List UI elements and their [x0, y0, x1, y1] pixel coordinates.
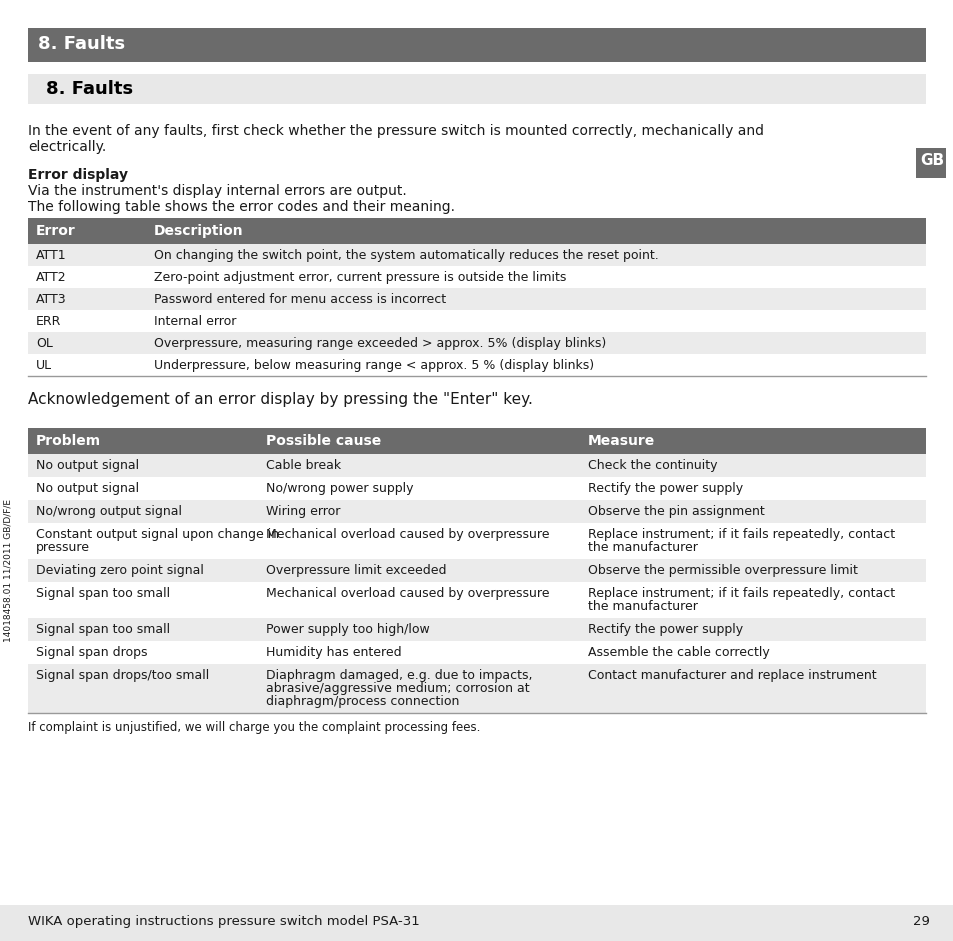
- Text: Humidity has entered: Humidity has entered: [266, 646, 401, 659]
- Text: Wiring error: Wiring error: [266, 505, 340, 518]
- Text: WIKA operating instructions pressure switch model PSA-31: WIKA operating instructions pressure swi…: [28, 915, 419, 928]
- Text: Contact manufacturer and replace instrument: Contact manufacturer and replace instrum…: [587, 669, 876, 682]
- Text: Mechanical overload caused by overpressure: Mechanical overload caused by overpressu…: [266, 587, 549, 600]
- Text: Underpressure, below measuring range < approx. 5 % (display blinks): Underpressure, below measuring range < a…: [153, 359, 594, 372]
- Bar: [28, 244, 925, 266]
- Text: No output signal: No output signal: [36, 482, 139, 495]
- Text: Rectify the power supply: Rectify the power supply: [587, 623, 742, 636]
- Text: No/wrong power supply: No/wrong power supply: [266, 482, 413, 495]
- Text: abrasive/aggressive medium; corrosion at: abrasive/aggressive medium; corrosion at: [266, 682, 529, 695]
- Text: No output signal: No output signal: [36, 459, 139, 472]
- Bar: [28, 454, 925, 477]
- Bar: [28, 74, 925, 104]
- Text: UL: UL: [36, 359, 52, 372]
- Text: Check the continuity: Check the continuity: [587, 459, 717, 472]
- Bar: [28, 310, 925, 332]
- Text: Observe the permissible overpressure limit: Observe the permissible overpressure lim…: [587, 564, 857, 577]
- Text: pressure: pressure: [36, 541, 90, 554]
- Text: ERR: ERR: [36, 315, 61, 328]
- Text: The following table shows the error codes and their meaning.: The following table shows the error code…: [28, 200, 455, 214]
- Text: Replace instrument; if it fails repeatedly, contact: Replace instrument; if it fails repeated…: [587, 528, 894, 541]
- Text: 8. Faults: 8. Faults: [46, 80, 133, 98]
- Text: Possible cause: Possible cause: [266, 434, 381, 448]
- Text: the manufacturer: the manufacturer: [587, 600, 698, 613]
- Text: If complaint is unjustified, we will charge you the complaint processing fees.: If complaint is unjustified, we will cha…: [28, 721, 480, 734]
- Text: Mechanical overload caused by overpressure: Mechanical overload caused by overpressu…: [266, 528, 549, 541]
- Bar: [28, 266, 925, 288]
- Bar: [28, 288, 925, 310]
- Bar: [28, 618, 925, 641]
- Bar: [915, 148, 945, 178]
- Bar: [0, 905, 953, 941]
- Bar: [28, 28, 925, 62]
- Text: Observe the pin assignment: Observe the pin assignment: [587, 505, 764, 518]
- Text: In the event of any faults, first check whether the pressure switch is mounted c: In the event of any faults, first check …: [28, 124, 763, 138]
- Text: ATT2: ATT2: [36, 271, 67, 284]
- Text: No/wrong output signal: No/wrong output signal: [36, 505, 182, 518]
- Text: Assemble the cable correctly: Assemble the cable correctly: [587, 646, 769, 659]
- Text: Signal span drops/too small: Signal span drops/too small: [36, 669, 209, 682]
- Text: 29: 29: [912, 915, 929, 928]
- Text: 14018458.01 11/2011 GB/D/F/E: 14018458.01 11/2011 GB/D/F/E: [4, 499, 12, 642]
- Text: ATT3: ATT3: [36, 293, 67, 306]
- Text: Description: Description: [153, 224, 243, 238]
- Text: Error: Error: [36, 224, 75, 238]
- Bar: [28, 354, 925, 376]
- Text: Internal error: Internal error: [153, 315, 236, 328]
- Bar: [28, 523, 925, 559]
- Text: Replace instrument; if it fails repeatedly, contact: Replace instrument; if it fails repeated…: [587, 587, 894, 600]
- Text: Problem: Problem: [36, 434, 101, 448]
- Bar: [28, 477, 925, 500]
- Text: On changing the switch point, the system automatically reduces the reset point.: On changing the switch point, the system…: [153, 249, 659, 262]
- Bar: [28, 428, 925, 454]
- Text: Error display: Error display: [28, 168, 128, 182]
- Text: Zero-point adjustment error, current pressure is outside the limits: Zero-point adjustment error, current pre…: [153, 271, 566, 284]
- Text: Overpressure limit exceeded: Overpressure limit exceeded: [266, 564, 446, 577]
- Text: diaphragm/process connection: diaphragm/process connection: [266, 695, 459, 708]
- Text: Password entered for menu access is incorrect: Password entered for menu access is inco…: [153, 293, 446, 306]
- Bar: [28, 332, 925, 354]
- Text: Signal span too small: Signal span too small: [36, 623, 170, 636]
- Text: Cable break: Cable break: [266, 459, 341, 472]
- Text: 8. Faults: 8. Faults: [38, 35, 125, 53]
- Bar: [28, 582, 925, 618]
- Text: the manufacturer: the manufacturer: [587, 541, 698, 554]
- Text: GB: GB: [919, 153, 943, 168]
- Text: Diaphragm damaged, e.g. due to impacts,: Diaphragm damaged, e.g. due to impacts,: [266, 669, 532, 682]
- Bar: [28, 559, 925, 582]
- Text: Signal span too small: Signal span too small: [36, 587, 170, 600]
- Bar: [28, 664, 925, 713]
- Text: Via the instrument's display internal errors are output.: Via the instrument's display internal er…: [28, 184, 406, 198]
- Text: ATT1: ATT1: [36, 249, 67, 262]
- Text: Measure: Measure: [587, 434, 655, 448]
- Text: Constant output signal upon change in: Constant output signal upon change in: [36, 528, 279, 541]
- Text: Deviating zero point signal: Deviating zero point signal: [36, 564, 204, 577]
- Bar: [28, 500, 925, 523]
- Text: OL: OL: [36, 337, 52, 350]
- Bar: [28, 218, 925, 244]
- Text: Power supply too high/low: Power supply too high/low: [266, 623, 429, 636]
- Text: electrically.: electrically.: [28, 140, 106, 154]
- Text: Rectify the power supply: Rectify the power supply: [587, 482, 742, 495]
- Text: Overpressure, measuring range exceeded > approx. 5% (display blinks): Overpressure, measuring range exceeded >…: [153, 337, 605, 350]
- Text: Acknowledgement of an error display by pressing the "Enter" key.: Acknowledgement of an error display by p…: [28, 392, 533, 407]
- Bar: [28, 641, 925, 664]
- Text: Signal span drops: Signal span drops: [36, 646, 148, 659]
